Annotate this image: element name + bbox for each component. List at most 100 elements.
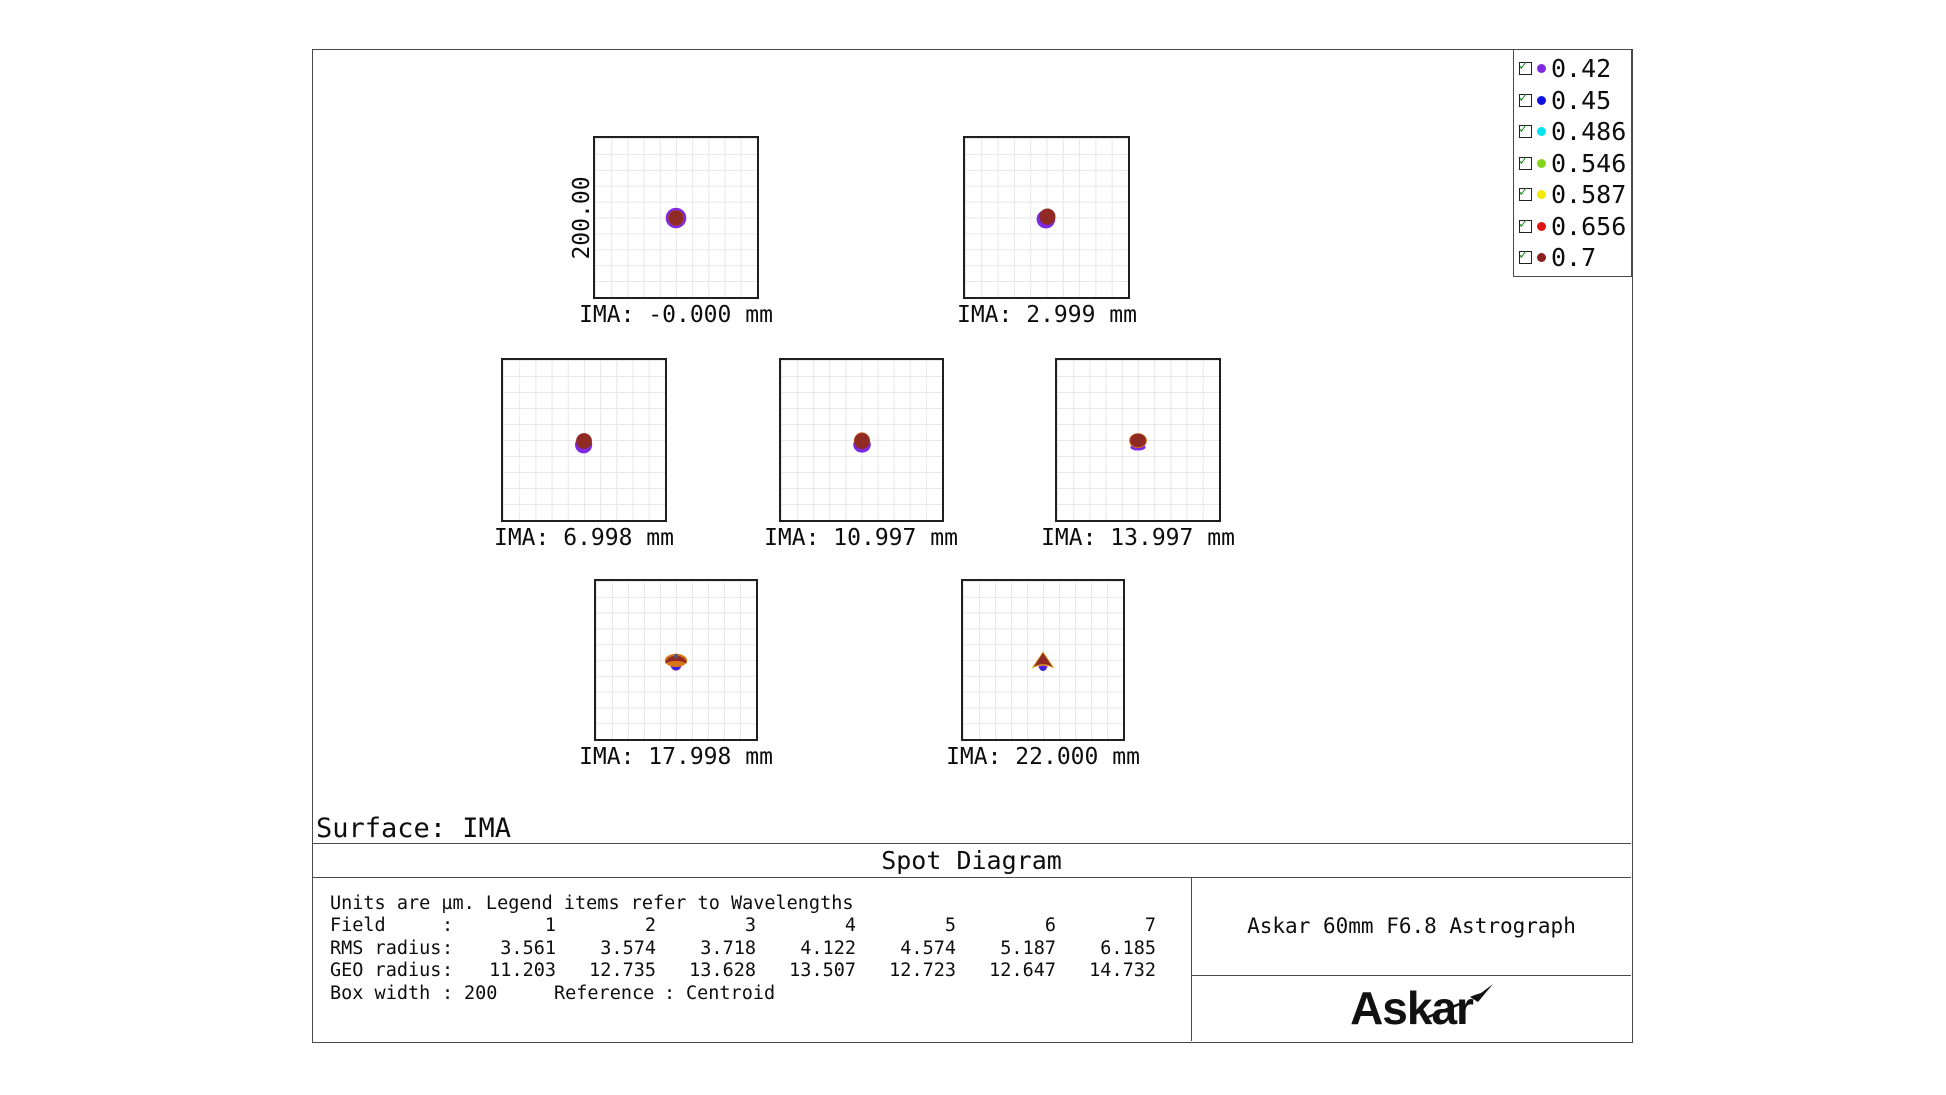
spot-panel-field-1 xyxy=(593,136,759,299)
row-label: RMS radius xyxy=(330,937,442,959)
wavelength-checkbox-icon[interactable] xyxy=(1519,247,1532,264)
row-colon: : xyxy=(442,937,454,959)
lens-title: Askar 60mm F6.8 Astrograph xyxy=(1247,914,1576,938)
diagram-title: Spot Diagram xyxy=(881,846,1062,875)
legend-box: 0.420.450.4860.5460.5870.6560.7 xyxy=(1513,49,1632,277)
spot-panel-field-6 xyxy=(594,579,758,741)
wavelength-color-dot-icon xyxy=(1537,253,1546,262)
box-width-value: 200 xyxy=(464,982,498,1004)
row-label: Field xyxy=(330,915,386,937)
wavelength-color-dot-icon xyxy=(1537,95,1546,105)
axis-scale-label: 200.00 xyxy=(569,176,595,260)
legend-item-0.546: 0.546 xyxy=(1519,148,1631,178)
table-note: Units are µm. Legend items refer to Wave… xyxy=(330,893,854,914)
table-cell: 4 xyxy=(844,915,856,937)
table-cell: 3.574 xyxy=(600,937,656,959)
legend-item-0.45: 0.45 xyxy=(1519,85,1631,115)
main-frame xyxy=(312,49,1633,1043)
reference-value: Centroid xyxy=(686,982,776,1004)
wavelength-label: 0.42 xyxy=(1551,54,1612,83)
spot-panel-field-7 xyxy=(961,579,1125,741)
wavelength-color-dot-icon xyxy=(1537,221,1546,231)
row-colon: : xyxy=(442,960,454,982)
ima-label-field-1: IMA: -0.000 mm xyxy=(579,302,773,328)
wavelength-checkbox-icon[interactable] xyxy=(1519,58,1532,75)
spot-cluster-field-5 xyxy=(1121,426,1155,460)
table-row-boxwidth: Box width:200 Reference: Centroid xyxy=(330,983,1156,1005)
summary-table: Units are µm. Legend items refer to Wave… xyxy=(330,893,1156,1005)
spot-cluster-field-3 xyxy=(567,426,601,460)
wavelength-checkbox-icon[interactable] xyxy=(1519,90,1532,107)
ima-label-field-2: IMA: 2.999 mm xyxy=(956,302,1137,328)
table-cell: 13.507 xyxy=(789,960,856,982)
table-cell: 4.122 xyxy=(800,937,856,959)
footer-right-divider xyxy=(1192,975,1631,976)
table-cell: 5.187 xyxy=(1000,937,1056,959)
table-values: 1 2 3 4 5 6 7 xyxy=(456,915,1156,936)
table-cell: 3 xyxy=(744,915,756,937)
table-cell: 14.732 xyxy=(1089,960,1156,982)
row-label: GEO radius xyxy=(330,960,442,982)
askar-logo-text: Askar xyxy=(1350,981,1474,1034)
wavelength-color-dot-icon xyxy=(1537,64,1546,73)
table-cell: 13.628 xyxy=(689,960,756,982)
table-cell: 1 xyxy=(544,915,556,937)
spot-panel-field-3 xyxy=(501,358,667,522)
table-cell: 4.574 xyxy=(900,937,956,959)
wavelength-label: 0.587 xyxy=(1551,180,1627,209)
table-cell: 7 xyxy=(1144,915,1156,937)
spot-cluster-field-7 xyxy=(1026,646,1060,680)
table-cell: 12.647 xyxy=(989,960,1056,982)
legend-item-0.7: 0.7 xyxy=(1519,243,1631,273)
spot-panel-field-2 xyxy=(963,136,1130,299)
divider-above-title xyxy=(312,843,1631,844)
wavelength-label: 0.45 xyxy=(1551,85,1612,115)
table-row-rms: RMS radius: 3.561 3.574 3.718 4.122 4.574 5.18… xyxy=(330,938,1156,960)
wavelength-label: 0.486 xyxy=(1551,117,1627,146)
table-cell: 3.561 xyxy=(500,937,556,959)
spot-cluster-field-6 xyxy=(659,646,693,680)
ima-label-field-3: IMA: 6.998 mm xyxy=(493,525,674,551)
table-values: 3.561 3.574 3.718 4.122 4.574 5.187 6.185 xyxy=(456,938,1156,959)
lens-title-cell: Askar 60mm F6.8 Astrograph xyxy=(1192,878,1631,974)
spot-panel-field-4 xyxy=(779,358,944,522)
table-cell: 5 xyxy=(944,915,956,937)
row-colon: : xyxy=(442,915,454,937)
table-values: 11.203 12.735 13.628 13.507 12.723 12.647 14.7… xyxy=(456,960,1156,981)
row-label: Box width xyxy=(330,982,431,1004)
wavelength-label: 0.656 xyxy=(1551,211,1627,241)
wavelength-checkbox-icon[interactable] xyxy=(1519,121,1532,138)
wavelength-checkbox-icon[interactable] xyxy=(1519,153,1532,170)
table-cell: 3.718 xyxy=(700,937,756,959)
ima-label-field-6: IMA: 17.998 mm xyxy=(579,744,773,770)
table-cell: 2 xyxy=(644,915,656,937)
wavelength-checkbox-icon[interactable] xyxy=(1519,216,1532,233)
row-colon: : xyxy=(442,982,454,1004)
askar-logo: Askar xyxy=(1350,981,1494,1034)
spot-panel-field-5 xyxy=(1055,358,1221,522)
wavelength-checkbox-icon[interactable] xyxy=(1519,184,1532,201)
legend-item-0.42: 0.42 xyxy=(1519,54,1631,84)
footer-vertical-divider xyxy=(1191,877,1192,1041)
table-row-geo: GEO radius: 11.203 12.735 13.628 13.507 12.72… xyxy=(330,960,1156,982)
table-row-field: Field: 1 2 3 4 5 6 7 xyxy=(330,915,1156,937)
ima-label-field-7: IMA: 22.000 mm xyxy=(946,744,1140,770)
table-cell: 6.185 xyxy=(1100,937,1156,959)
legend-item-0.587: 0.587 xyxy=(1519,180,1631,210)
ima-label-field-4: IMA: 10.997 mm xyxy=(764,525,958,551)
logo-cell: Askar xyxy=(1192,975,1631,1040)
wavelength-label: 0.546 xyxy=(1551,148,1627,178)
row-colon: : xyxy=(664,982,676,1004)
divider-below-title xyxy=(312,877,1631,878)
wavelength-color-dot-icon xyxy=(1537,127,1546,136)
legend-item-0.656: 0.656 xyxy=(1519,211,1631,241)
table-cell: 11.203 xyxy=(489,960,556,982)
surface-label: Surface: IMA xyxy=(316,813,512,844)
table-cell: 12.735 xyxy=(589,960,656,982)
wavelength-label: 0.7 xyxy=(1551,243,1597,272)
spot-cluster-field-4 xyxy=(845,426,879,460)
wavelength-color-dot-icon xyxy=(1537,190,1546,199)
legend-item-0.486: 0.486 xyxy=(1519,117,1631,147)
ima-label-field-5: IMA: 13.997 mm xyxy=(1041,525,1235,551)
